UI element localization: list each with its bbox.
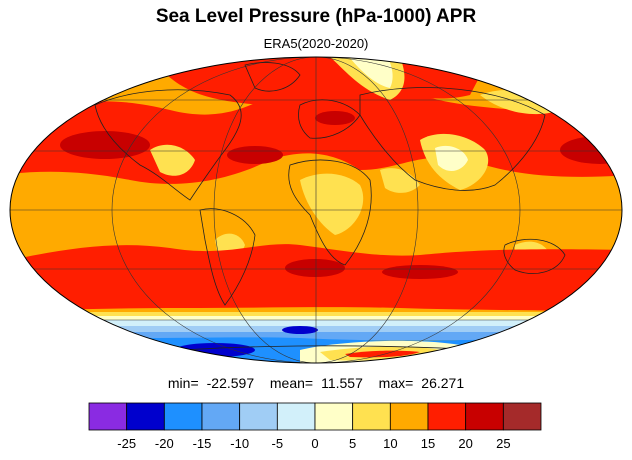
stat-min-value: -22.597 xyxy=(206,375,255,391)
field-darkred-n2 xyxy=(227,146,283,164)
stat-min-label: min= xyxy=(167,375,199,391)
colorbar-tick-label: -25 xyxy=(117,436,136,451)
colorbar-swatch xyxy=(465,402,504,431)
field-darkred-s1 xyxy=(285,259,345,277)
coast-greenland xyxy=(244,62,301,92)
colorbar-tick-label: 15 xyxy=(421,436,435,451)
field-india-yellow xyxy=(380,168,420,193)
field-darkred-s2 xyxy=(382,265,458,279)
map-title: Sea Level Pressure (hPa-1000) APR xyxy=(155,6,477,27)
colorbar-tick-label: -10 xyxy=(230,436,249,451)
field-antarctica-red xyxy=(345,350,420,358)
coast-africa xyxy=(288,159,372,266)
coast-europe xyxy=(298,99,361,139)
colorbar-swatch xyxy=(427,402,467,431)
mollweide-map xyxy=(9,56,623,364)
colorbar-swatch xyxy=(239,402,278,431)
colorbar-tick-label: -20 xyxy=(155,436,174,451)
graticule-lon-90 xyxy=(111,57,521,363)
colorbar-tick-label: 10 xyxy=(383,436,397,451)
graticule xyxy=(10,57,622,363)
colorbar-tick-label: 25 xyxy=(496,436,510,451)
colorbar-swatch xyxy=(389,402,429,431)
field-asia-pale xyxy=(435,145,468,172)
stat-mean-label: mean= xyxy=(269,375,314,391)
coast-asia xyxy=(359,87,546,191)
colorbar-tick-label: 5 xyxy=(349,436,356,451)
colorbar-tick-label: -5 xyxy=(272,436,284,451)
field-namerica-yellow xyxy=(150,144,195,176)
coast-north-america xyxy=(94,89,242,201)
coast-australia xyxy=(503,238,566,274)
stat-mean-value: 11.557 xyxy=(321,375,363,391)
colorbar-swatch xyxy=(314,402,354,431)
colorbar-swatch xyxy=(126,402,165,431)
coast-south-america xyxy=(199,208,256,306)
stat-max-value: 26.271 xyxy=(421,375,465,391)
statistics-line: min= -22.597 mean= 11.557 max= 26.271 xyxy=(0,375,632,391)
colorbar-swatch xyxy=(201,402,241,431)
stat-max-label: max= xyxy=(378,375,414,391)
graticule-lon-45 xyxy=(213,57,419,363)
colorbar-tick-label: 0 xyxy=(311,436,318,451)
colorbar-swatch xyxy=(163,402,203,431)
colorbar-swatch xyxy=(352,402,391,431)
field-darkred-n4 xyxy=(315,111,355,125)
map-subtitle: ERA5(2020-2020) xyxy=(263,36,369,51)
colorbar-swatch xyxy=(88,402,128,431)
colorbar-swatch xyxy=(502,402,542,431)
colorbar-tick-label: -15 xyxy=(193,436,212,451)
globe-outline xyxy=(9,56,623,364)
colorbar-tick-label: 20 xyxy=(458,436,472,451)
field-pacific-yellow xyxy=(480,90,560,115)
field-south-darkblue-2 xyxy=(282,326,318,334)
colorbar-swatch xyxy=(276,402,316,431)
